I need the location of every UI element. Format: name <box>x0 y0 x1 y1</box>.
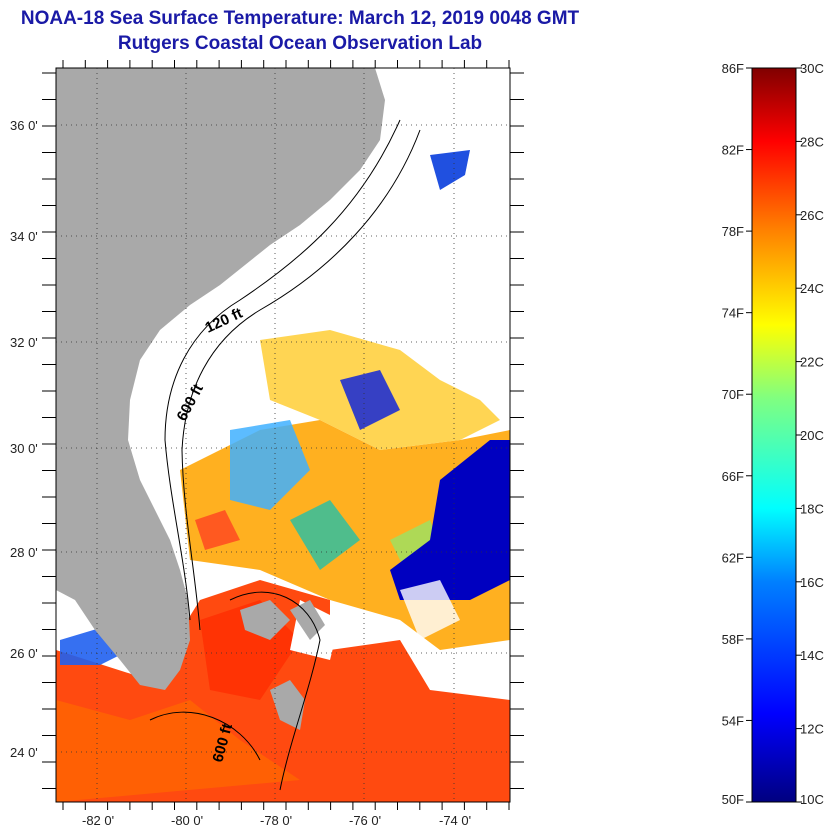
lon-label: -74 0' <box>439 813 471 828</box>
colorbar-c-label: 22C <box>800 355 824 370</box>
colorbar-c-label: 24C <box>800 281 824 296</box>
colorbar-f-label: 58F <box>722 632 744 647</box>
colorbar-f-label: 66F <box>722 469 744 484</box>
colorbar: 86F 82F 78F 74F 70F 66F 62F 58F 54F 50F 30C 28C 26C… <box>722 61 824 807</box>
colorbar-f-label: 74F <box>722 306 744 321</box>
colorbar-c-label: 10C <box>800 792 824 807</box>
lon-label: -78 0' <box>260 813 292 828</box>
map-area <box>56 68 510 802</box>
contour-120ft <box>164 119 401 621</box>
colorbar-f-label: 62F <box>722 550 744 565</box>
colorbar-f-label: 54F <box>722 713 744 728</box>
contour-600ft <box>181 129 421 631</box>
colorbar-c-label: 14C <box>800 648 824 663</box>
axis-ticks <box>42 60 524 810</box>
colorbar-f-label: 50F <box>722 792 744 807</box>
colorbar-gradient <box>751 67 797 803</box>
lat-label: 26 0' <box>10 646 38 661</box>
colorbar-c-label: 30C <box>800 61 824 76</box>
lat-label: 24 0' <box>10 745 38 760</box>
colorbar-f-label: 82F <box>722 143 744 158</box>
latitude-labels: 36 0' 34 0' 32 0' 30 0' 28 0' 26 0' 24 0… <box>10 118 38 760</box>
lon-label: -76 0' <box>349 813 381 828</box>
colorbar-c-label: 28C <box>800 134 824 149</box>
bahamas-island <box>270 680 305 730</box>
lon-label: -80 0' <box>171 813 203 828</box>
lat-label: 32 0' <box>10 335 38 350</box>
colorbar-c-label: 16C <box>800 575 824 590</box>
colorbar-f-label: 86F <box>722 61 744 76</box>
lat-label: 28 0' <box>10 545 38 560</box>
colorbar-c-label: 26C <box>800 208 824 223</box>
cold-water-region <box>390 440 510 600</box>
colorbar-c-label: 12C <box>800 722 824 737</box>
lon-label: -82 0' <box>82 813 114 828</box>
colorbar-f-label: 78F <box>722 224 744 239</box>
map-frame <box>55 67 511 803</box>
lat-label: 36 0' <box>10 118 38 133</box>
longitude-labels: -82 0' -80 0' -78 0' -76 0' -74 0' <box>82 813 471 828</box>
grid <box>56 68 510 802</box>
lat-label: 30 0' <box>10 441 38 456</box>
colorbar-c-label: 18C <box>800 501 824 516</box>
colorbar-c-label: 20C <box>800 428 824 443</box>
map-title: NOAA-18 Sea Surface Temperature: March 1… <box>20 8 580 29</box>
land-mass <box>56 68 385 690</box>
map-subtitle: Rutgers Coastal Ocean Observation Lab <box>117 33 483 54</box>
lat-label: 34 0' <box>10 229 38 244</box>
colorbar-f-label: 70F <box>722 387 744 402</box>
